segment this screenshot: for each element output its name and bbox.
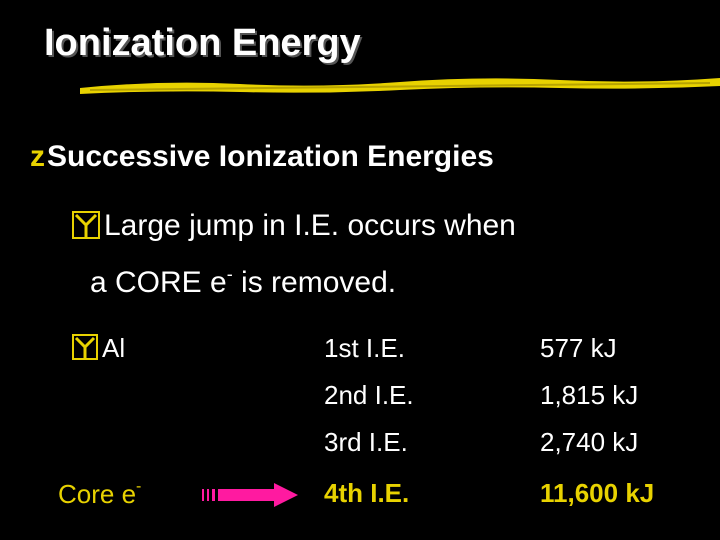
element-al: Al: [72, 333, 125, 364]
bullet2-line2-post: is removed.: [232, 266, 397, 299]
ie-row-4-value: 11,600 kJ: [540, 478, 655, 508]
bullet-successive-ie: zSuccessive Ionization Energies: [30, 140, 494, 174]
ie-row-3-label: 3rd I.E.: [324, 427, 408, 457]
core-sup: -: [136, 478, 142, 495]
core-electron-label: Core e-: [58, 478, 141, 510]
element-label: Al: [102, 333, 126, 363]
title-underline-brush: [80, 78, 720, 94]
bullet-large-jump: Large jump in I.E. occurs when a CORE e-…: [72, 202, 516, 307]
slide-title: Ionization Energy: [44, 22, 361, 64]
bullet1-text: Successive Ionization Energies: [47, 140, 494, 173]
ie-row-3-value: 2,740 kJ: [540, 427, 639, 457]
ie-row-2-label: 2nd I.E.: [324, 380, 414, 410]
bullet2-line1: Large jump in I.E. occurs when: [104, 209, 516, 242]
core-text: Core e: [58, 479, 137, 509]
bullet2-line2-pre: a CORE e: [90, 266, 227, 299]
z-bullet-icon: z: [30, 140, 45, 173]
ie-row-4-label: 4th I.E.: [324, 478, 410, 508]
pink-arrow-icon: [202, 483, 298, 507]
ie-row-1-label: 1st I.E.: [324, 333, 405, 363]
ie-row-1-value: 577 kJ: [540, 333, 617, 363]
checkbox-bullet-icon: [72, 334, 98, 360]
checkbox-bullet-icon: [72, 211, 100, 239]
ie-row-2-value: 1,815 kJ: [540, 380, 639, 410]
bullet2-sup: -: [226, 264, 233, 284]
